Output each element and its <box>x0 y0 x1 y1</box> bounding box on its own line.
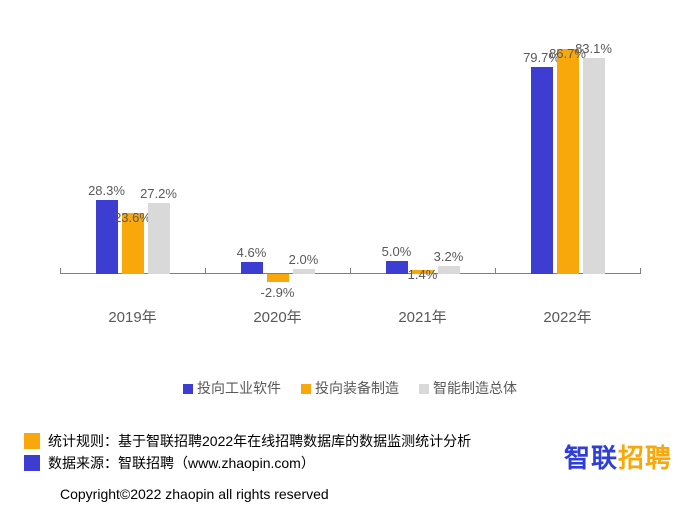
brand-part1: 智联 <box>564 443 618 473</box>
x-axis-label: 2022年 <box>495 306 640 327</box>
bar-group: 79.7%86.7%83.1% <box>495 40 640 300</box>
bar-value-label: 27.2% <box>129 186 189 201</box>
legend-item: 投向装备制造 <box>301 378 399 398</box>
legend-label: 投向装备制造 <box>315 380 399 396</box>
bar <box>438 266 460 274</box>
bar <box>267 274 289 282</box>
bar <box>241 262 263 274</box>
bar <box>148 203 170 274</box>
bar-value-label: -2.9% <box>248 285 308 300</box>
bar-value-label: 4.6% <box>222 245 282 260</box>
rule-swatch <box>24 433 40 449</box>
x-axis-label: 2021年 <box>350 306 495 327</box>
chart-legend: 投向工业软件 投向装备制造 智能制造总体 <box>0 378 700 398</box>
chart-container: 28.3%23.6%27.2% 4.6% -2.9% 2.0% 5.0%1.4%3.2%… <box>60 40 640 340</box>
bar-group: 28.3%23.6%27.2% <box>60 40 205 300</box>
bar-value-label: 5.0% <box>367 244 427 259</box>
legend-swatch <box>419 384 429 394</box>
legend-label: 智能制造总体 <box>433 380 517 396</box>
legend-item: 投向工业软件 <box>183 378 281 398</box>
legend-swatch <box>301 384 311 394</box>
bar <box>583 58 605 274</box>
copyright-text: Copyright©2022 zhaopin all rights reserv… <box>60 486 329 502</box>
legend-swatch <box>183 384 193 394</box>
statistics-rule-row: 统计规则：基于智联招聘2022年在线招聘数据库的数据监测统计分析 <box>24 430 471 452</box>
chart-plot-area: 28.3%23.6%27.2% 4.6% -2.9% 2.0% 5.0%1.4%3.2%… <box>60 40 640 300</box>
bar-group: 4.6% -2.9% 2.0% <box>205 40 350 300</box>
bar <box>531 67 553 274</box>
footer-notes: 统计规则：基于智联招聘2022年在线招聘数据库的数据监测统计分析 数据来源：智联… <box>24 430 471 474</box>
bar-group: 5.0%1.4%3.2% <box>350 40 495 300</box>
bar-value-label: 3.2% <box>419 249 479 264</box>
legend-label: 投向工业软件 <box>197 380 281 396</box>
brand-logo: 智联招聘 <box>564 438 672 475</box>
statistics-rule-text: 统计规则：基于智联招聘2022年在线招聘数据库的数据监测统计分析 <box>48 430 471 452</box>
brand-part2: 招聘 <box>618 443 672 473</box>
x-axis-labels: 2019年2020年2021年2022年 <box>60 300 640 330</box>
data-source-row: 数据来源：智联招聘（www.zhaopin.com） <box>24 452 471 474</box>
x-axis-label: 2020年 <box>205 306 350 327</box>
bar-value-label: 2.0% <box>274 252 334 267</box>
bar <box>557 49 579 274</box>
legend-item: 智能制造总体 <box>419 378 517 398</box>
bar <box>293 269 315 274</box>
source-swatch <box>24 455 40 471</box>
x-axis-label: 2019年 <box>60 306 205 327</box>
bar-value-label: 83.1% <box>564 41 624 56</box>
data-source-text: 数据来源：智联招聘（www.zhaopin.com） <box>48 452 315 474</box>
bar-value-label: 28.3% <box>77 183 137 198</box>
